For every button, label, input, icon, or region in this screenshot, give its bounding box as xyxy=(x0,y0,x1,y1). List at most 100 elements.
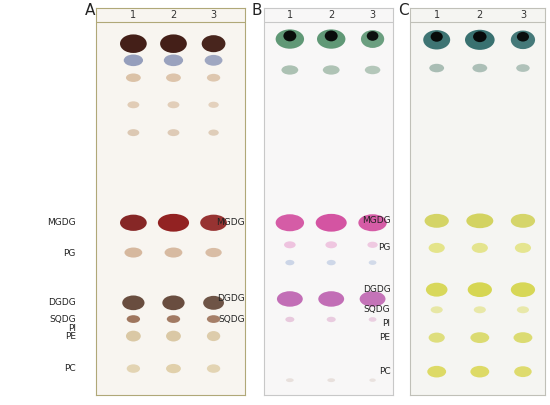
Ellipse shape xyxy=(511,214,535,228)
Ellipse shape xyxy=(166,330,181,341)
Text: PE: PE xyxy=(65,333,76,341)
Ellipse shape xyxy=(203,296,224,310)
Ellipse shape xyxy=(431,306,443,313)
Ellipse shape xyxy=(200,215,227,231)
Ellipse shape xyxy=(318,291,344,307)
Ellipse shape xyxy=(470,332,490,343)
Ellipse shape xyxy=(324,30,338,41)
Ellipse shape xyxy=(202,35,226,52)
Ellipse shape xyxy=(126,364,140,373)
Ellipse shape xyxy=(517,306,529,313)
Ellipse shape xyxy=(208,102,219,108)
Ellipse shape xyxy=(205,248,222,257)
Ellipse shape xyxy=(285,317,294,322)
Text: PG: PG xyxy=(378,243,390,252)
Ellipse shape xyxy=(511,30,535,49)
Text: PC: PC xyxy=(64,364,76,373)
Ellipse shape xyxy=(323,65,339,75)
Ellipse shape xyxy=(166,73,181,82)
Ellipse shape xyxy=(164,247,183,258)
Ellipse shape xyxy=(128,101,139,108)
Ellipse shape xyxy=(124,55,143,66)
Ellipse shape xyxy=(126,330,141,341)
Text: MGDG: MGDG xyxy=(47,218,76,227)
Ellipse shape xyxy=(207,364,220,373)
Text: 3: 3 xyxy=(520,10,526,20)
Text: 3: 3 xyxy=(211,10,217,20)
Ellipse shape xyxy=(514,332,532,343)
Ellipse shape xyxy=(365,66,381,74)
Text: PI: PI xyxy=(68,324,76,333)
Ellipse shape xyxy=(517,32,529,42)
Ellipse shape xyxy=(317,30,345,49)
Ellipse shape xyxy=(474,306,486,313)
Text: SQDG: SQDG xyxy=(218,315,245,324)
Ellipse shape xyxy=(367,242,378,248)
Ellipse shape xyxy=(286,378,294,382)
Text: SQDG: SQDG xyxy=(50,315,76,324)
Ellipse shape xyxy=(426,283,448,296)
Ellipse shape xyxy=(276,214,304,231)
Text: 1: 1 xyxy=(130,10,136,20)
Ellipse shape xyxy=(167,315,180,323)
Ellipse shape xyxy=(468,282,492,297)
Ellipse shape xyxy=(472,243,488,253)
Text: 1: 1 xyxy=(433,10,440,20)
Ellipse shape xyxy=(515,243,531,253)
Text: 3: 3 xyxy=(370,10,376,20)
Ellipse shape xyxy=(166,364,181,373)
Ellipse shape xyxy=(205,55,222,66)
Text: 2: 2 xyxy=(328,10,334,20)
Text: DGDG: DGDG xyxy=(48,298,76,307)
Ellipse shape xyxy=(327,317,336,322)
Ellipse shape xyxy=(359,214,387,231)
Ellipse shape xyxy=(430,64,444,72)
Text: B: B xyxy=(252,2,262,18)
Ellipse shape xyxy=(120,34,147,53)
Ellipse shape xyxy=(124,247,142,258)
Text: A: A xyxy=(85,2,96,18)
Ellipse shape xyxy=(326,241,337,248)
Text: DGDG: DGDG xyxy=(363,285,390,294)
Text: 2: 2 xyxy=(170,10,177,20)
Ellipse shape xyxy=(164,55,183,66)
Ellipse shape xyxy=(126,315,140,323)
Ellipse shape xyxy=(158,214,189,232)
Ellipse shape xyxy=(120,215,147,231)
Text: 2: 2 xyxy=(477,10,483,20)
Ellipse shape xyxy=(162,296,185,310)
Text: PE: PE xyxy=(379,333,390,342)
Ellipse shape xyxy=(128,129,139,136)
Ellipse shape xyxy=(472,64,487,72)
Ellipse shape xyxy=(327,378,335,382)
Ellipse shape xyxy=(207,331,220,341)
Ellipse shape xyxy=(207,315,220,323)
Text: PC: PC xyxy=(379,367,390,376)
Ellipse shape xyxy=(316,214,346,232)
Ellipse shape xyxy=(327,260,336,265)
Ellipse shape xyxy=(284,241,296,248)
Ellipse shape xyxy=(207,74,220,81)
Ellipse shape xyxy=(368,260,376,265)
Ellipse shape xyxy=(168,101,179,108)
Ellipse shape xyxy=(466,213,493,228)
Ellipse shape xyxy=(276,30,304,49)
Ellipse shape xyxy=(277,291,303,307)
Ellipse shape xyxy=(368,317,376,322)
Ellipse shape xyxy=(431,32,443,42)
Ellipse shape xyxy=(514,366,532,377)
Ellipse shape xyxy=(160,34,187,53)
Text: SQDG: SQDG xyxy=(364,305,390,314)
Ellipse shape xyxy=(465,30,494,50)
Text: C: C xyxy=(398,2,409,18)
Ellipse shape xyxy=(370,378,376,382)
Ellipse shape xyxy=(428,333,445,343)
Ellipse shape xyxy=(360,291,386,307)
Ellipse shape xyxy=(122,296,145,310)
Ellipse shape xyxy=(208,130,219,136)
Ellipse shape xyxy=(282,65,298,75)
Ellipse shape xyxy=(511,282,535,297)
Text: PG: PG xyxy=(64,249,76,258)
Ellipse shape xyxy=(428,243,445,253)
Text: 1: 1 xyxy=(287,10,293,20)
